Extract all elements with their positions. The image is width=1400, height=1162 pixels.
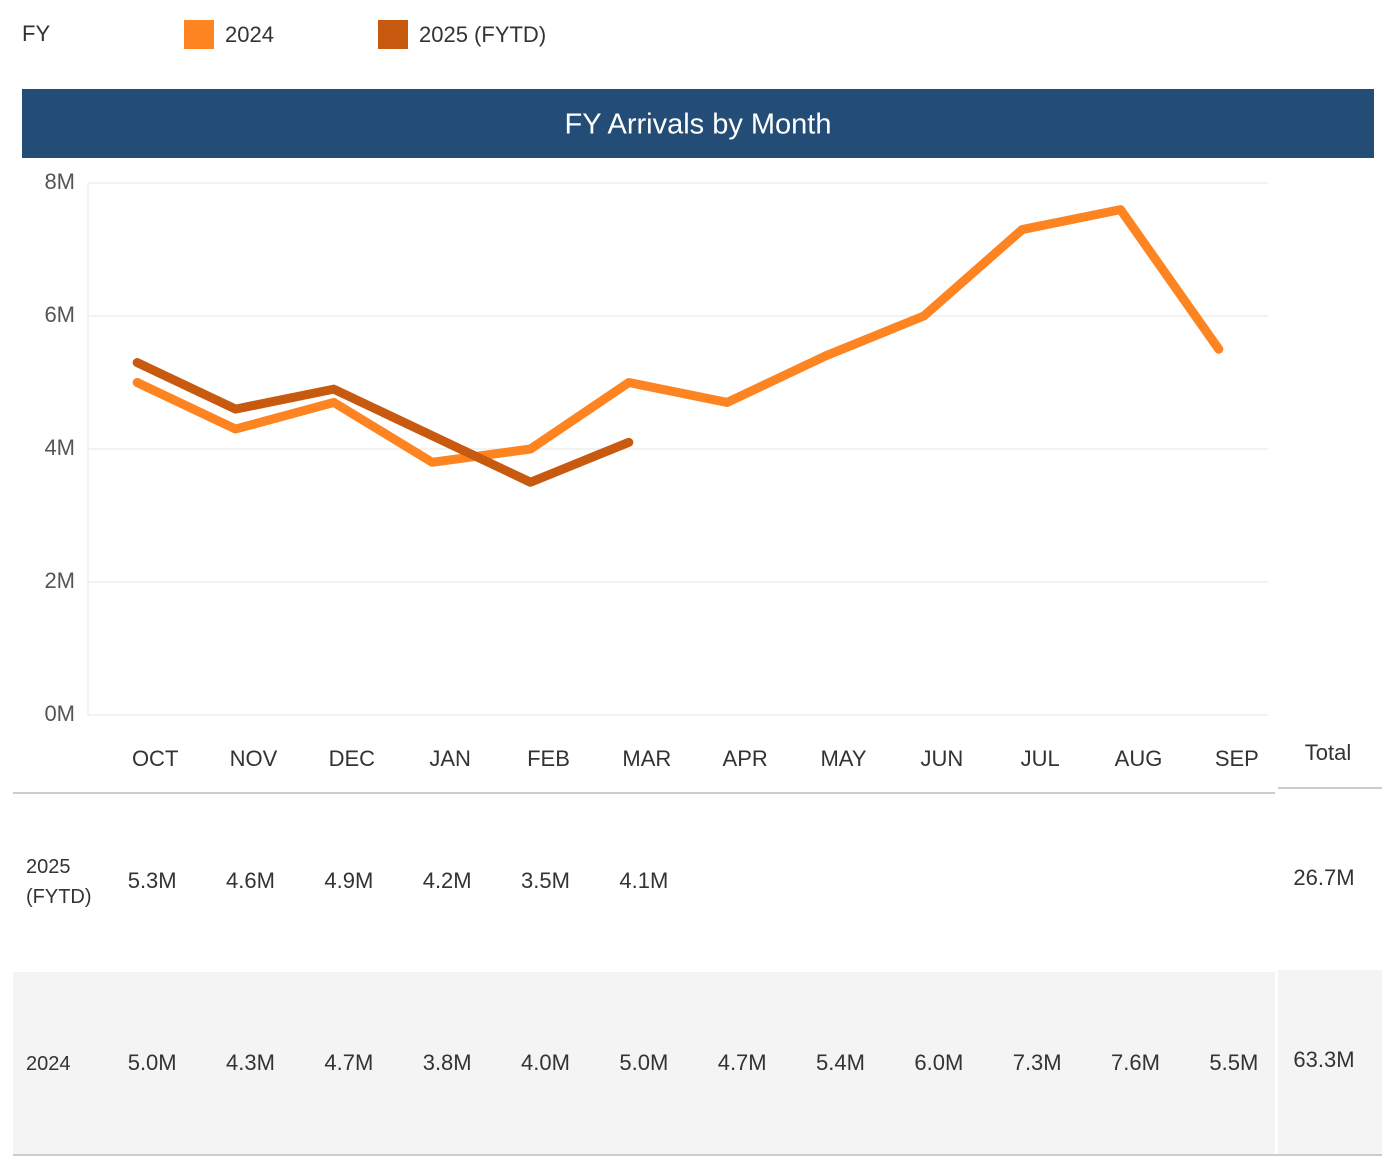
legend-title: FY <box>22 21 50 46</box>
x-tick-label: NOV <box>230 746 278 771</box>
table-cell: 5.0M <box>128 1050 177 1075</box>
x-tick-label: JAN <box>429 746 471 771</box>
x-tick-label: SEP <box>1215 746 1259 771</box>
y-tick-label: 2M <box>44 568 75 593</box>
x-tick-label: DEC <box>329 746 376 771</box>
x-tick-label: MAY <box>820 746 866 771</box>
table-cell: 5.3M <box>128 868 177 893</box>
table-cell: 7.6M <box>1111 1050 1160 1075</box>
series-line <box>132 205 1224 467</box>
x-tick-label: JUL <box>1021 746 1060 771</box>
legend-label: 2024 <box>225 22 274 47</box>
table-cell: 4.7M <box>718 1050 767 1075</box>
table-cell: 4.9M <box>324 868 373 893</box>
total-header: Total <box>1305 740 1351 765</box>
table-cell: 4.3M <box>226 1050 275 1075</box>
table-cell: 5.0M <box>619 1050 668 1075</box>
title-bar <box>22 89 1374 158</box>
table-total: 63.3M <box>1293 1047 1354 1072</box>
table-cell: 3.5M <box>521 868 570 893</box>
table-cell: 6.0M <box>914 1050 963 1075</box>
y-tick-label: 8M <box>44 169 75 194</box>
table-cell: 4.2M <box>423 868 472 893</box>
row-band <box>1278 970 1382 1155</box>
row-label: 2024 <box>26 1053 71 1075</box>
row-label: 2025 (FYTD) <box>26 856 92 908</box>
x-tick-label: JUN <box>920 746 963 771</box>
table-cell: 5.5M <box>1209 1050 1258 1075</box>
legend-swatch <box>378 20 408 49</box>
table-cell: 5.4M <box>816 1050 865 1075</box>
x-tick-label: MAR <box>622 746 671 771</box>
x-tick-label: APR <box>723 746 768 771</box>
y-tick-label: 6M <box>44 302 75 327</box>
table-cell: 3.8M <box>423 1050 472 1075</box>
x-tick-label: OCT <box>132 746 178 771</box>
table-cell: 7.3M <box>1013 1050 1062 1075</box>
row-band <box>13 972 1275 1155</box>
chart-title: FY Arrivals by Month <box>564 109 831 141</box>
table-cell: 4.0M <box>521 1050 570 1075</box>
table-cell: 4.6M <box>226 868 275 893</box>
x-tick-label: FEB <box>527 746 570 771</box>
series-line <box>132 358 634 487</box>
y-tick-label: 0M <box>44 701 75 726</box>
y-tick-label: 4M <box>44 435 75 460</box>
x-tick-label: AUG <box>1115 746 1163 771</box>
table-total: 26.7M <box>1293 865 1354 890</box>
legend-swatch <box>184 20 214 49</box>
table-cell: 4.1M <box>619 868 668 893</box>
legend-label: 2025 (FYTD) <box>419 22 546 47</box>
table-cell: 4.7M <box>324 1050 373 1075</box>
